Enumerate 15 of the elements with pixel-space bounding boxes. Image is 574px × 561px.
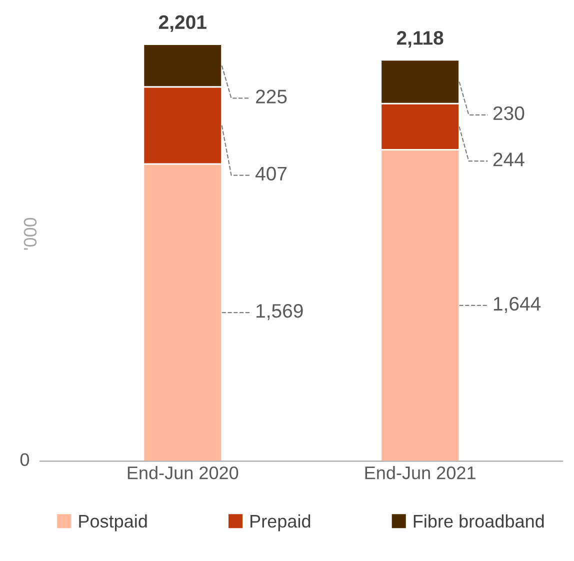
legend-label: Prepaid (250, 514, 310, 532)
total-label: 2,118 (396, 30, 444, 48)
x-tick-label: End-Jun 2020 (128, 466, 238, 480)
x-tick-label: End-Jun 2021 (365, 466, 476, 480)
legend-label: Fibre broadband (414, 514, 544, 528)
legend-label: Postpaid (79, 514, 147, 532)
data-label: 230 (493, 106, 524, 120)
data-label: 407 (256, 166, 287, 181)
y-axis-title: '000 (24, 218, 37, 250)
data-label: 244 (493, 152, 524, 166)
data-label: 1,569 (256, 304, 303, 320)
data-label: 225 (256, 90, 287, 104)
total-label: 2,201 (158, 15, 206, 32)
data-label: 1,644 (494, 296, 541, 313)
text: 0 (20, 453, 30, 466)
